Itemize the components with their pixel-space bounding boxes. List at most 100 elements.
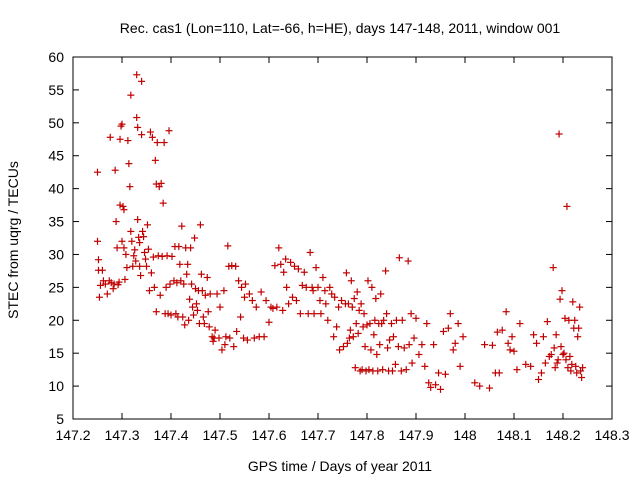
y-tick-label: 55 <box>48 82 64 98</box>
data-point <box>333 323 341 331</box>
data-point <box>471 379 479 387</box>
data-point <box>421 362 429 370</box>
data-point <box>410 334 418 342</box>
data-point <box>138 131 146 139</box>
data-point <box>535 376 542 384</box>
data-point <box>579 364 587 372</box>
x-tick-label: 148.1 <box>496 427 531 443</box>
data-point <box>565 316 573 324</box>
data-point <box>374 367 382 375</box>
data-point <box>389 333 397 341</box>
data-point <box>287 258 295 266</box>
data-point <box>527 362 535 370</box>
data-point <box>559 350 567 358</box>
data-point <box>557 343 565 351</box>
data-point <box>539 333 547 341</box>
data-point <box>430 341 438 349</box>
data-point <box>366 320 374 328</box>
data-point <box>439 327 447 335</box>
data-point <box>225 262 233 270</box>
data-point <box>368 283 376 291</box>
data-point <box>118 237 126 245</box>
data-point <box>271 262 279 270</box>
x-tick-label: 148.2 <box>545 427 580 443</box>
data-point <box>138 77 146 85</box>
data-point <box>188 280 196 288</box>
data-point <box>191 234 199 242</box>
data-point <box>203 273 211 281</box>
data-point <box>364 277 372 285</box>
data-point <box>116 201 124 209</box>
data-point <box>383 310 391 318</box>
data-point <box>302 283 310 291</box>
y-tick-label: 15 <box>48 345 64 361</box>
data-point <box>339 343 347 351</box>
data-point <box>144 245 152 253</box>
data-point <box>134 123 142 131</box>
data-point <box>353 288 361 296</box>
data-point <box>412 314 420 322</box>
data-point <box>252 303 260 311</box>
data-point <box>120 244 128 252</box>
data-point <box>273 303 281 311</box>
data-point <box>415 350 423 358</box>
data-point <box>373 350 381 358</box>
data-point <box>157 179 165 187</box>
data-point <box>196 221 204 229</box>
data-point <box>269 304 277 312</box>
data-point <box>367 346 375 354</box>
data-point <box>177 277 185 285</box>
data-point <box>94 256 102 264</box>
data-point <box>289 293 297 301</box>
data-point <box>558 287 566 295</box>
data-point <box>190 311 198 319</box>
data-point <box>386 336 394 344</box>
data-point <box>180 280 188 288</box>
data-point <box>166 280 174 288</box>
data-point <box>209 337 217 345</box>
data-point <box>355 306 363 314</box>
data-point <box>285 300 293 308</box>
data-point <box>388 320 395 328</box>
data-point <box>189 303 197 311</box>
data-point <box>131 246 139 254</box>
data-point <box>451 339 459 347</box>
data-point <box>308 283 316 291</box>
data-point <box>336 346 344 354</box>
data-point <box>502 308 510 316</box>
data-point <box>132 257 140 265</box>
data-point <box>392 316 400 324</box>
data-point <box>331 293 339 301</box>
data-point <box>109 285 117 293</box>
data-point <box>427 383 435 391</box>
data-point <box>282 255 290 263</box>
y-tick-label: 40 <box>48 181 64 197</box>
data-point <box>326 283 334 291</box>
data-point <box>560 349 568 357</box>
y-tick-label: 50 <box>48 115 64 131</box>
data-point <box>352 320 360 328</box>
data-point <box>147 269 155 277</box>
data-point <box>342 269 350 277</box>
data-point <box>193 306 201 314</box>
data-point <box>449 346 457 354</box>
plot-frame <box>72 56 613 420</box>
data-point <box>165 127 173 135</box>
data-point <box>328 290 336 298</box>
data-point <box>127 227 135 235</box>
data-point <box>279 306 287 314</box>
data-point <box>96 281 104 289</box>
data-point <box>346 326 354 334</box>
data-point <box>265 318 273 326</box>
data-point <box>384 344 392 352</box>
data-point <box>215 334 223 342</box>
data-point <box>363 321 371 329</box>
data-points <box>94 71 587 393</box>
x-tick-label: 147.5 <box>202 427 237 443</box>
data-point <box>164 310 172 318</box>
data-point <box>211 326 219 334</box>
data-point <box>181 321 189 329</box>
data-point <box>120 206 128 214</box>
data-point <box>103 290 111 298</box>
